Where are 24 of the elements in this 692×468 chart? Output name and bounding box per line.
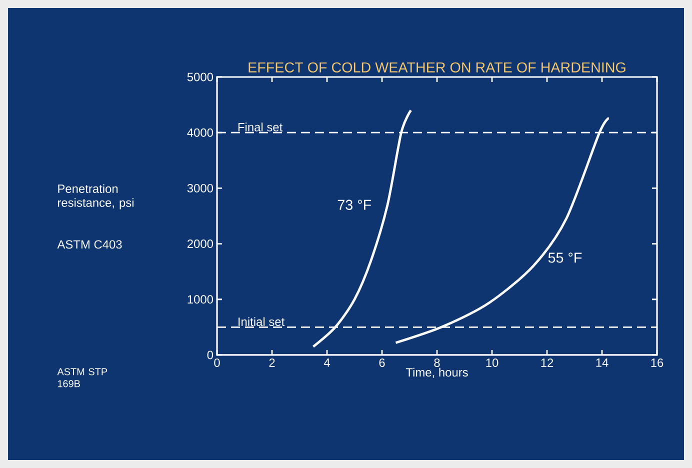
- y-tick-label: 5000: [187, 72, 214, 82]
- x-tick-label: 4: [324, 358, 330, 367]
- y-tick-label: 4000: [187, 128, 214, 137]
- x-tick-label: 6: [379, 358, 385, 367]
- y-tick-label: 3000: [187, 184, 214, 192]
- x-tick-label: 16: [651, 358, 664, 367]
- x-tick-label: 12: [541, 358, 554, 367]
- y-axis-title: Penetration resistance, psi: [58, 184, 134, 210]
- x-tick-label: 14: [596, 358, 608, 367]
- x-tick-label: 8: [434, 358, 440, 367]
- x-tick-label: 2: [269, 358, 275, 367]
- y-tick-label: 2000: [187, 240, 214, 248]
- y-tick-label: 1000: [188, 295, 214, 304]
- x-tick-label: 0: [214, 358, 220, 367]
- text: ASTM STP 169B: [57, 368, 108, 388]
- text: ASTM C403: [57, 240, 122, 249]
- ref-line-label: Initial set: [238, 317, 285, 326]
- y-tick-label: 0: [207, 350, 214, 360]
- ref-line-label: Final set: [238, 122, 283, 132]
- chart-title: EFFECT OF COLD WEATHER ON RATE OF HARDENING: [248, 62, 626, 72]
- x-tick-label: 10: [486, 358, 498, 367]
- series-label: 73 °F: [338, 200, 372, 210]
- series-label: 55 °F: [548, 252, 582, 263]
- x-axis-title: Time, hours: [406, 368, 468, 378]
